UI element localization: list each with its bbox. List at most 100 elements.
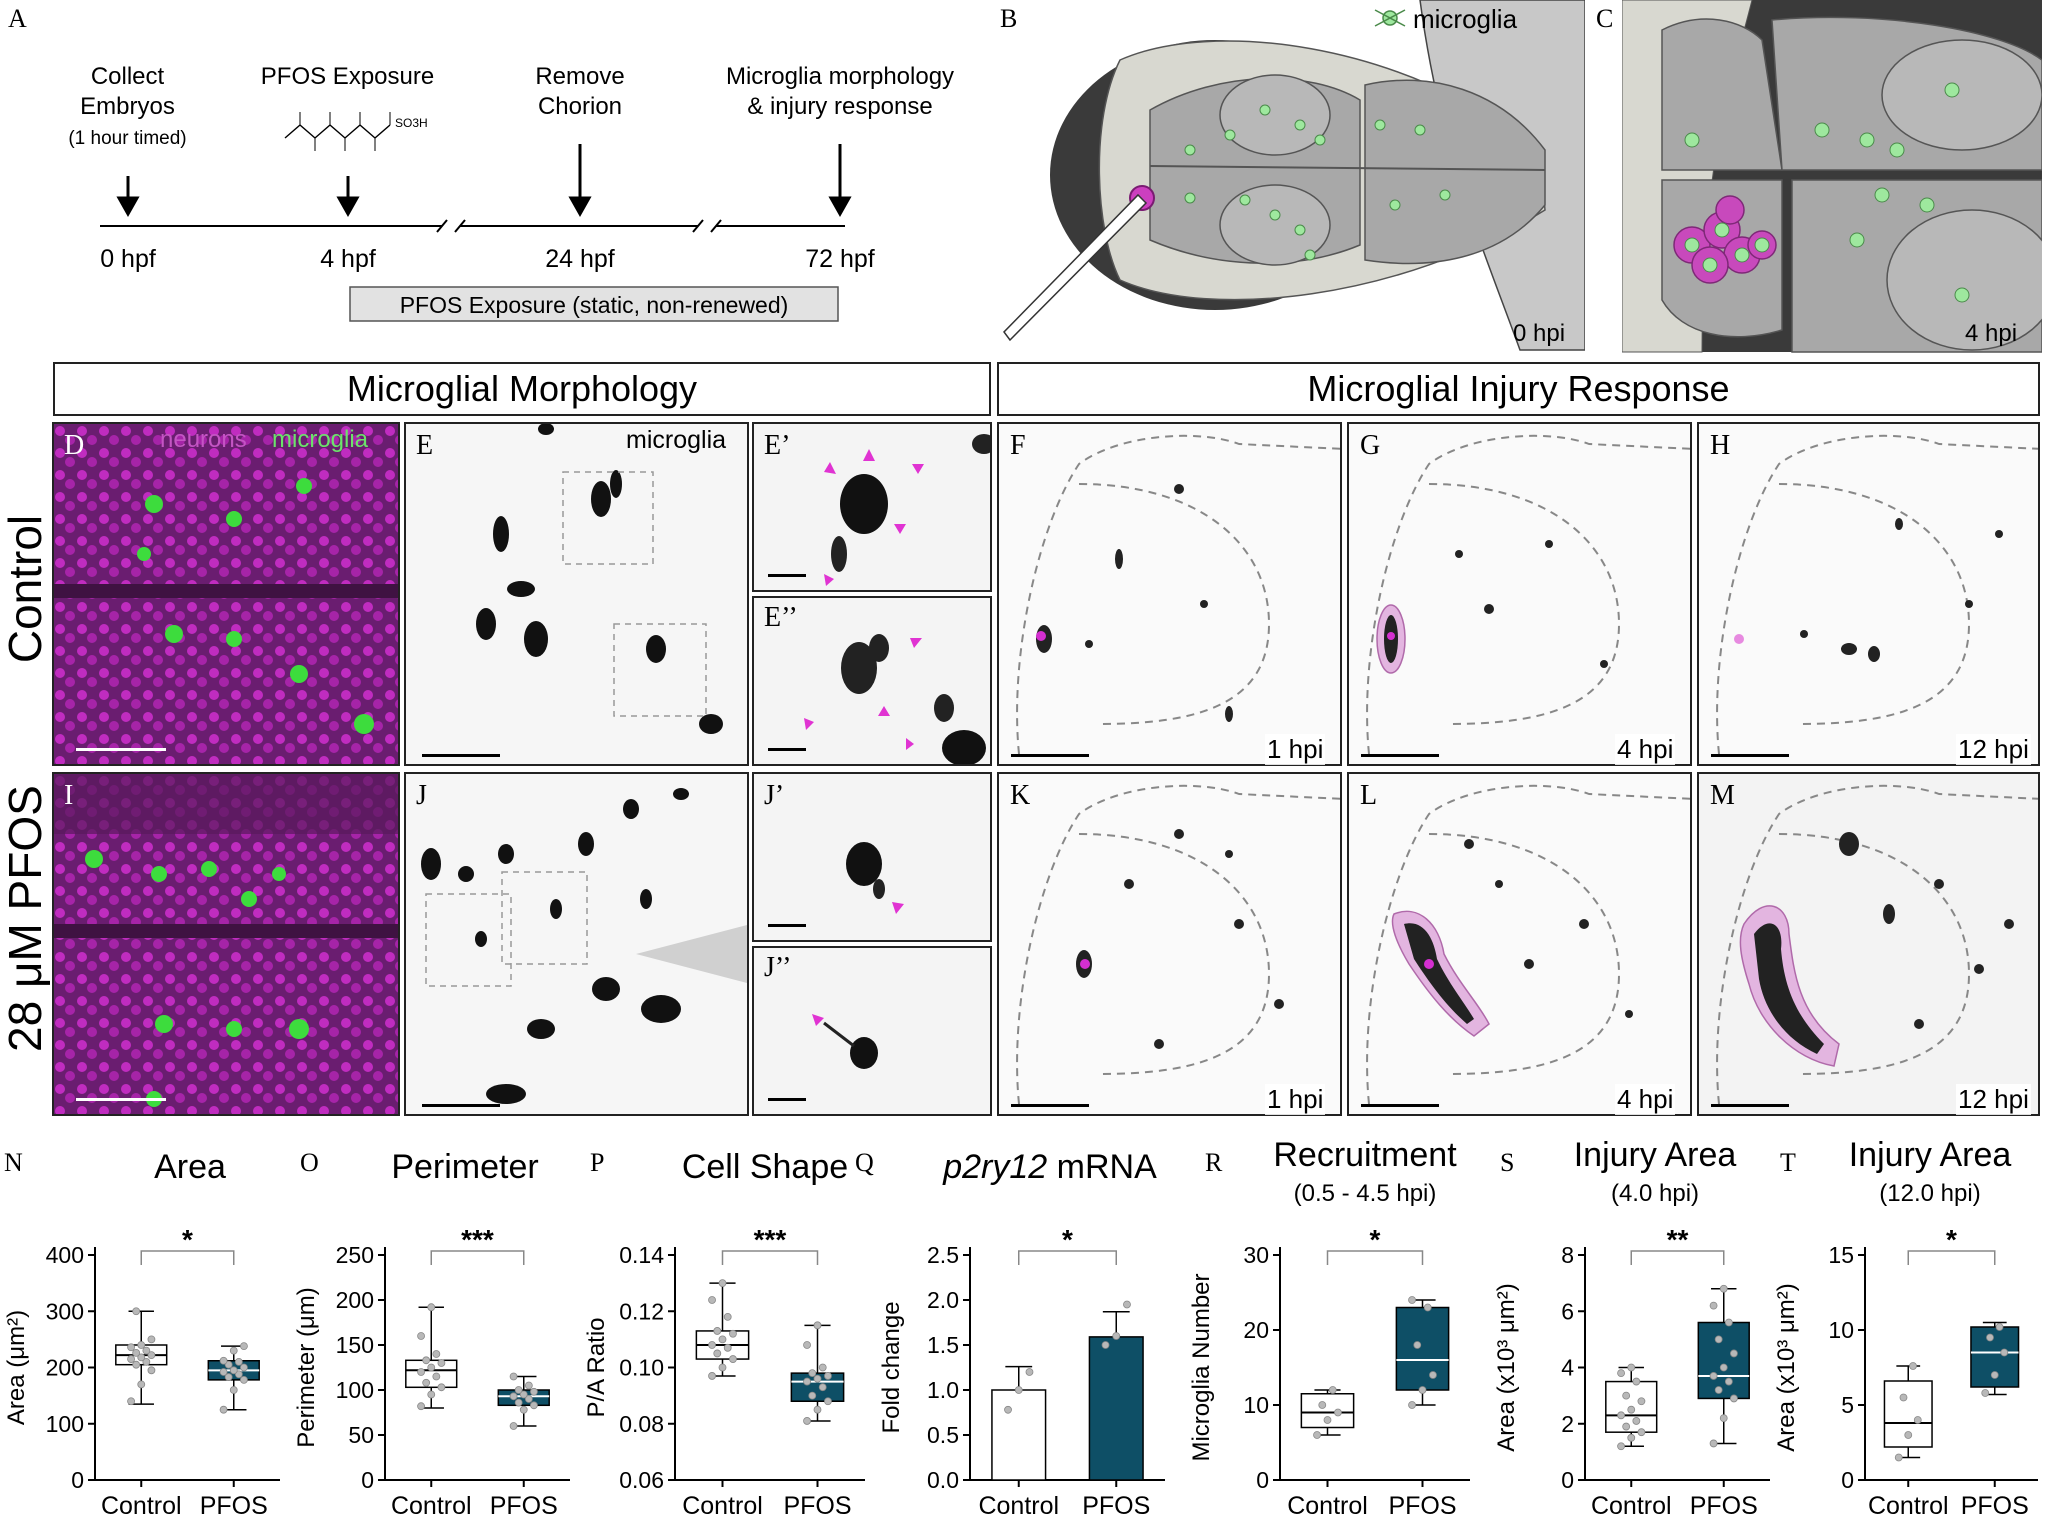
time-g: 4 hpi: [1615, 734, 1676, 765]
x-tick-label: Control: [1287, 1492, 1368, 1520]
panel-j2-image: [754, 948, 990, 1114]
data-point: [1913, 1416, 1922, 1424]
chart-injury-area-4: 0 2 4 6 8 Area (x10³ μm²) Control PFOS **: [1493, 1225, 1770, 1520]
e-microglia-label: microglia: [626, 426, 727, 454]
label-m: M: [1710, 780, 1735, 811]
y-tick-label: 1.0: [927, 1377, 959, 1403]
panel-k-image: [999, 774, 1340, 1114]
y-axis-label: Area (x10³ μm²): [1773, 1283, 1800, 1452]
data-point: [422, 1378, 431, 1387]
y-tick-label: 10: [1243, 1392, 1269, 1418]
data-point: [803, 1377, 811, 1386]
row-label-control: Control: [0, 514, 51, 664]
data-point: [1622, 1422, 1631, 1431]
scale-bar-h: [1711, 754, 1789, 757]
panel-e2: [752, 596, 992, 766]
time-24: 24 hpf: [545, 245, 615, 273]
y-axis-label: Area (x10³ μm²): [1493, 1283, 1520, 1452]
time-h: 12 hpi: [1956, 734, 2031, 765]
label-p: P: [590, 1148, 605, 1177]
time-m: 12 hpi: [1956, 1084, 2031, 1115]
data-point: [723, 1312, 732, 1321]
data-point: [708, 1372, 716, 1380]
sig-label: *: [1062, 1225, 1073, 1255]
event-pfos-label: PFOS Exposure: [260, 63, 435, 90]
data-point: [147, 1335, 156, 1344]
data-point: [1899, 1393, 1908, 1402]
panel-e1: [752, 422, 992, 592]
label-j1: J’: [764, 780, 785, 811]
panel-g-image: [1349, 424, 1690, 764]
data-point: [818, 1363, 827, 1372]
bar: [991, 1389, 1047, 1481]
data-point: [219, 1405, 228, 1414]
x-tick-label: Control: [101, 1492, 182, 1520]
data-point: [1714, 1386, 1723, 1394]
panel-e-image: [406, 424, 747, 764]
chart-sub-s: (4.0 hpi): [1610, 1180, 1700, 1207]
legend-microglia: microglia: [1413, 4, 1518, 34]
data-point: [417, 1332, 425, 1340]
data-point: [240, 1375, 248, 1384]
data-point: [1112, 1332, 1121, 1340]
header-injury: Microglial Injury Response: [997, 362, 2040, 416]
panel-j1: [752, 772, 992, 942]
time-b: 0 hpi: [1513, 320, 1566, 347]
scale-bar-g: [1361, 754, 1439, 757]
label-j2: J’’: [764, 952, 792, 983]
y-tick-label: 0: [71, 1467, 84, 1493]
chart-cell-shape: 0.06 0.08 0.10 0.12 0.14 P/A Ratio Control PFOS…: [583, 1225, 865, 1520]
data-point: [1418, 1386, 1427, 1394]
panel-h-image: [1699, 424, 2038, 764]
data-point: [1904, 1431, 1913, 1439]
y-tick-label: 0.14: [619, 1242, 664, 1268]
data-point: [417, 1402, 425, 1411]
molecule-label: SO3H: [395, 116, 428, 130]
chart-title-o: Perimeter: [391, 1148, 539, 1186]
data-point: [1408, 1296, 1416, 1304]
y-tick-label: 2: [1561, 1411, 1574, 1437]
data-point: [1724, 1318, 1733, 1327]
data-point: [1981, 1389, 1990, 1397]
y-tick-label: 0: [1841, 1467, 1854, 1493]
sig-bracket: [721, 1250, 819, 1265]
data-point: [1014, 1386, 1023, 1394]
chart-title-s: Injury Area: [1573, 1136, 1737, 1174]
timeline-axis: [100, 219, 845, 233]
data-point: [1323, 1416, 1332, 1424]
y-tick-label: 0.5: [927, 1422, 959, 1448]
data-point: [1632, 1377, 1641, 1386]
box: [1395, 1306, 1450, 1391]
label-n: N: [4, 1148, 23, 1177]
data-point: [417, 1368, 425, 1376]
data-point: [813, 1321, 822, 1330]
scale-bar-k: [1011, 1104, 1089, 1107]
data-point: [514, 1398, 523, 1407]
label-d: D: [64, 430, 85, 461]
data-point: [1101, 1341, 1110, 1349]
label-j: J: [416, 780, 427, 811]
y-tick-label: 0.12: [619, 1298, 664, 1324]
scale-bar-e: [422, 754, 500, 757]
data-point: [1004, 1405, 1012, 1414]
data-point: [229, 1386, 238, 1394]
y-tick-label: 8: [1561, 1242, 1574, 1268]
data-point: [127, 1343, 135, 1352]
panel-l: [1347, 772, 1692, 1116]
sig-label: *: [1946, 1225, 1957, 1255]
sig-label: ***: [754, 1225, 787, 1255]
data-point: [132, 1348, 141, 1357]
scale-bar-m: [1711, 1104, 1789, 1107]
label-g: G: [1360, 430, 1381, 461]
scale-bar-e2: [768, 748, 806, 751]
y-tick-label: 30: [1243, 1242, 1269, 1268]
chart-title-t: Injury Area: [1848, 1136, 2012, 1174]
time-4: 4 hpf: [320, 245, 376, 273]
data-point: [1328, 1386, 1337, 1394]
data-point: [1709, 1439, 1718, 1448]
data-point: [1719, 1414, 1728, 1423]
panel-m-image: [1699, 774, 2038, 1114]
sig-label: *: [1370, 1225, 1381, 1255]
brain-schematic-c: [1622, 0, 2042, 353]
sig-bracket: [140, 1250, 235, 1265]
